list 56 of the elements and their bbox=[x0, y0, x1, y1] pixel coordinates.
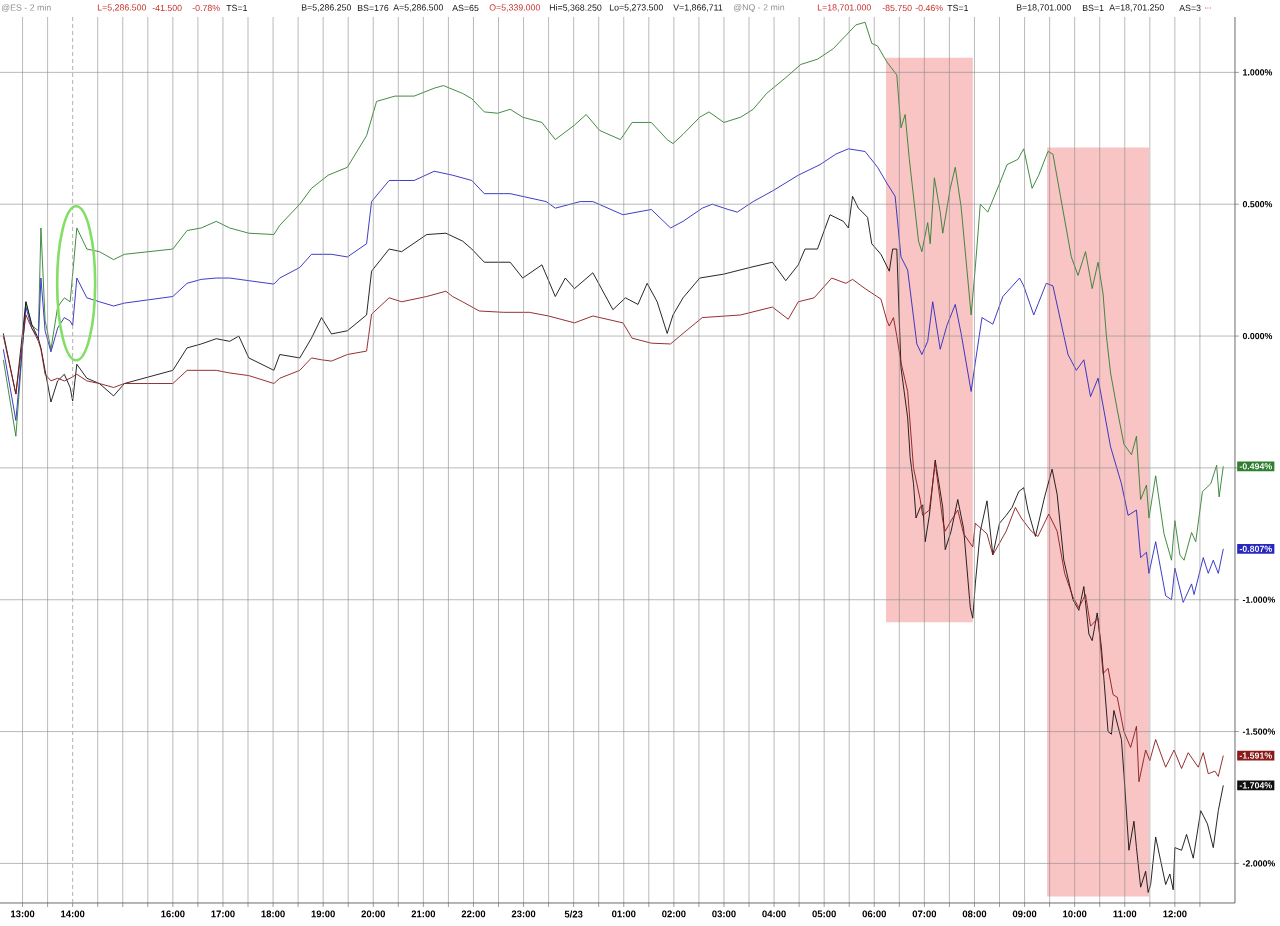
x-tick-label: 23:00 bbox=[511, 910, 536, 918]
text: O=5,339.000 bbox=[489, 4, 540, 12]
text: B=5,286.250 bbox=[301, 4, 352, 12]
x-tick-label: 04:00 bbox=[762, 910, 786, 918]
annotation: -1.704% bbox=[1239, 782, 1272, 789]
x-tick-label: 10:00 bbox=[1063, 910, 1087, 918]
x-tick-label: 18:00 bbox=[261, 910, 285, 918]
text: AS=3 bbox=[1179, 4, 1201, 12]
text: BS=176 bbox=[357, 4, 389, 12]
x-tick-label: 20:00 bbox=[361, 910, 386, 918]
text: Lo=5,273.500 bbox=[609, 4, 663, 12]
text: -0.78% bbox=[192, 4, 220, 12]
x-tick-label: 5/23 bbox=[564, 910, 583, 918]
text: A=5,286.500 bbox=[393, 4, 444, 12]
text: @NQ - 2 min bbox=[733, 3, 785, 13]
x-tick-label: 09:00 bbox=[1012, 910, 1037, 918]
y-tick-label: -1.500% bbox=[1242, 728, 1276, 735]
x-tick-label: 17:00 bbox=[211, 910, 235, 918]
y-tick-label: 0.000% bbox=[1242, 332, 1273, 340]
annotation: -0.494% bbox=[1239, 463, 1272, 470]
x-tick-label: 21:00 bbox=[411, 910, 436, 918]
x-tick-label: 05:00 bbox=[812, 910, 836, 918]
text: V=1,866,711 bbox=[673, 4, 723, 12]
x-tick-label: 13:00 bbox=[11, 910, 35, 918]
x-tick-label: 06:00 bbox=[862, 910, 887, 918]
x-tick-label: 16:00 bbox=[161, 910, 185, 918]
x-tick-label: 22:00 bbox=[461, 910, 486, 918]
text: -41.500 bbox=[152, 4, 182, 12]
text: A=18,701.250 bbox=[1109, 4, 1164, 12]
x-tick-label: 07:00 bbox=[912, 910, 937, 918]
text: BS=1 bbox=[1082, 4, 1104, 12]
y-tick-label: 0.500% bbox=[1242, 201, 1273, 208]
x-tick-label: 14:00 bbox=[61, 910, 85, 918]
annotation: -1.591% bbox=[1239, 752, 1272, 759]
x-tick-label: 12:00 bbox=[1163, 910, 1187, 918]
text: L=18,701.000 bbox=[817, 4, 871, 12]
text: TS=1 bbox=[947, 4, 969, 12]
x-tick-label: 03:00 bbox=[712, 910, 736, 918]
y-tick-label: 1.000% bbox=[1243, 69, 1273, 76]
text: L=5,286.500 bbox=[97, 4, 147, 12]
text: -0.46% bbox=[915, 4, 943, 12]
annotation: -0.807% bbox=[1239, 545, 1272, 552]
x-tick-label: 11:00 bbox=[1113, 910, 1137, 918]
y-tick-label: -2.000% bbox=[1242, 860, 1276, 867]
x-tick-label: 08:00 bbox=[962, 910, 987, 918]
y-tick-label: -1.000% bbox=[1242, 596, 1276, 603]
x-tick-label: 02:00 bbox=[662, 910, 686, 918]
text: AS=65 bbox=[452, 4, 479, 12]
text: TS=1 bbox=[226, 4, 248, 12]
x-tick-label: 01:00 bbox=[611, 910, 636, 918]
text: ... bbox=[1205, 7, 1211, 9]
text: @ES - 2 min bbox=[1, 4, 51, 12]
x-tick-label: 19:00 bbox=[311, 910, 335, 918]
text: B=18,701.000 bbox=[1016, 4, 1071, 12]
text: Hi=5,368.250 bbox=[549, 4, 602, 12]
text: -85.750 bbox=[882, 4, 912, 12]
